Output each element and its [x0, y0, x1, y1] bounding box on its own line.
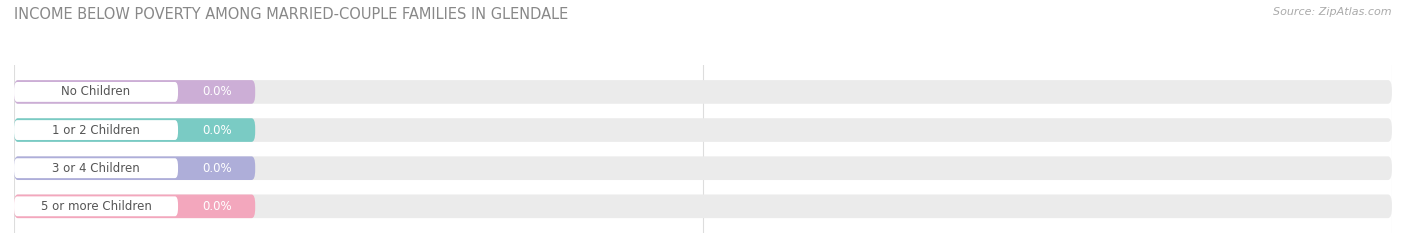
- FancyBboxPatch shape: [14, 195, 1392, 218]
- FancyBboxPatch shape: [14, 82, 179, 102]
- FancyBboxPatch shape: [14, 80, 256, 104]
- FancyBboxPatch shape: [14, 118, 1392, 142]
- FancyBboxPatch shape: [14, 118, 256, 142]
- Text: 0.0%: 0.0%: [202, 86, 232, 98]
- Text: 5 or more Children: 5 or more Children: [41, 200, 152, 213]
- Text: 3 or 4 Children: 3 or 4 Children: [52, 162, 141, 175]
- Text: 0.0%: 0.0%: [202, 162, 232, 175]
- Text: 0.0%: 0.0%: [202, 123, 232, 137]
- FancyBboxPatch shape: [14, 80, 1392, 104]
- Text: No Children: No Children: [62, 86, 131, 98]
- Text: 1 or 2 Children: 1 or 2 Children: [52, 123, 141, 137]
- FancyBboxPatch shape: [14, 195, 256, 218]
- Text: INCOME BELOW POVERTY AMONG MARRIED-COUPLE FAMILIES IN GLENDALE: INCOME BELOW POVERTY AMONG MARRIED-COUPL…: [14, 7, 568, 22]
- Text: 0.0%: 0.0%: [202, 200, 232, 213]
- FancyBboxPatch shape: [14, 120, 179, 140]
- FancyBboxPatch shape: [14, 196, 179, 216]
- FancyBboxPatch shape: [14, 158, 179, 178]
- FancyBboxPatch shape: [14, 156, 256, 180]
- FancyBboxPatch shape: [14, 156, 1392, 180]
- Text: Source: ZipAtlas.com: Source: ZipAtlas.com: [1274, 7, 1392, 17]
